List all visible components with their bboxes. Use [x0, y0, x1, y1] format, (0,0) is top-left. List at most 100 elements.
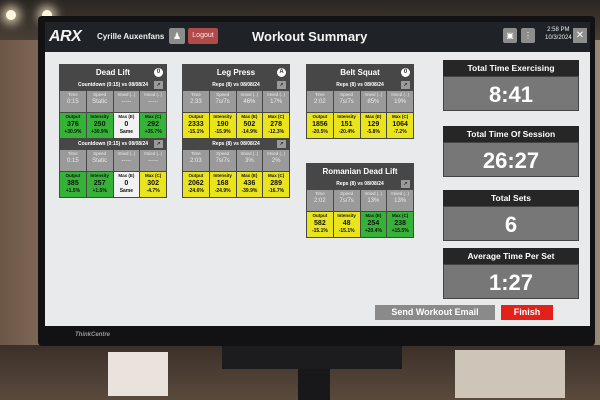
- exercise-card-dead-lift[interactable]: Dead Lift 0 Countdown (0:15) vs 08/08/24…: [59, 64, 167, 198]
- param-cell: Speed Static: [86, 91, 113, 112]
- param-label: Time: [314, 191, 325, 196]
- param-value: 7s/7s: [215, 99, 230, 105]
- camera-icon[interactable]: ▣: [503, 28, 517, 43]
- param-value: 13%: [367, 198, 380, 204]
- result-cell: Max (C) 289 -16.7%: [263, 172, 289, 197]
- app-screen: ARX Cyrille Auxenfans ♟ Logout Workout S…: [45, 22, 590, 326]
- exercise-card-leg-press[interactable]: Leg Press A Reps (8) vs 08/08/24 ↗ Time 2…: [182, 64, 290, 198]
- close-icon[interactable]: ✕: [573, 28, 587, 43]
- result-delta: -24.9%: [214, 188, 231, 194]
- wall-sign: [108, 352, 168, 396]
- param-value: 7s/7s: [339, 99, 354, 105]
- result-cell: Max (C) 238 +15.5%: [387, 212, 413, 237]
- result-value: 376: [67, 121, 79, 128]
- param-value: -----: [148, 158, 159, 164]
- exercise-card-belt-squat[interactable]: Belt Squat 0 Reps (8) vs 08/08/24 ↗ Time…: [306, 64, 414, 139]
- exercise-title-text: Romanian Dead Lift: [322, 167, 398, 176]
- param-value: 3%: [245, 158, 254, 164]
- chart-icon[interactable]: ↗: [401, 180, 410, 188]
- wall-panel: [455, 350, 565, 398]
- chart-icon[interactable]: ↗: [401, 81, 410, 89]
- result-label: Max (C): [144, 173, 162, 178]
- result-value: 238: [394, 220, 406, 227]
- send-workout-email-button[interactable]: Send Workout Email: [375, 305, 495, 320]
- result-label: Max (E): [118, 114, 135, 119]
- chart-icon[interactable]: ↗: [154, 140, 163, 148]
- finish-button[interactable]: Finish: [501, 305, 553, 320]
- result-delta: -20.5%: [311, 129, 328, 135]
- param-value: 46%: [243, 99, 256, 105]
- param-value: 2:02: [314, 99, 326, 105]
- clock-date: 10/3/2024: [545, 35, 572, 41]
- stat-value: 26:27: [443, 142, 579, 177]
- monitor-stand: [222, 345, 402, 369]
- result-cell: Output 582 -15.1%: [307, 212, 333, 237]
- result-cell: Intensity 168 -24.9%: [209, 172, 236, 197]
- param-label: Time: [314, 92, 325, 97]
- set-subtitle: Reps (8) vs 08/08/24 ↗: [307, 179, 413, 189]
- param-cell: Time 2:02: [307, 190, 333, 211]
- param-value: -----: [121, 158, 132, 164]
- chart-icon[interactable]: ↗: [154, 81, 163, 89]
- result-cell: Output 2333 -15.1%: [183, 113, 209, 138]
- result-value: 1856: [312, 121, 328, 128]
- result-cell: Intensity 250 +30.9%: [86, 113, 113, 138]
- set-subtitle: Reps (8) vs 08/08/24 ↗: [183, 80, 289, 90]
- person-icon[interactable]: ♟: [169, 28, 185, 44]
- result-value: 292: [147, 121, 159, 128]
- results-row: Output 2333 -15.1% Intensity 190 -15.9% Max …: [183, 113, 289, 138]
- clock: 2:58 PM 10/3/2024: [545, 26, 572, 42]
- result-label: Output: [312, 213, 328, 218]
- stat-total-time-exercising: Total Time Exercising 8:41: [443, 60, 579, 111]
- exercise-card-romanian-dead-lift[interactable]: Romanian Dead Lift Reps (8) vs 08/08/24 …: [306, 163, 414, 238]
- result-cell: Intensity 48 -15.1%: [333, 212, 360, 237]
- param-label: Imied (..): [240, 92, 259, 97]
- result-value: 129: [367, 121, 380, 128]
- result-delta: -15.1%: [187, 129, 204, 135]
- param-cell: Speed 7s/7s: [333, 91, 360, 112]
- param-cell: Imied (..) 46%: [236, 91, 263, 112]
- param-cell: Imied (..) 13%: [360, 190, 387, 211]
- param-cell: Imied (..) 17%: [263, 91, 289, 112]
- result-cell: Max (C) 292 +35.7%: [140, 113, 166, 138]
- stat-value: 1:27: [443, 264, 579, 299]
- result-label: Max (C): [267, 114, 285, 119]
- stat-value: 8:41: [443, 76, 579, 111]
- result-label: Output: [65, 114, 81, 119]
- result-value: 190: [216, 121, 229, 128]
- ceiling-light: [6, 10, 16, 20]
- param-cell: Imied (..) 3%: [236, 150, 263, 171]
- param-label: Imied (..): [391, 92, 409, 97]
- info-icon[interactable]: ⋮: [521, 28, 535, 43]
- result-cell: Max (C) 278 -12.3%: [263, 113, 289, 138]
- param-label: Speed: [93, 92, 107, 97]
- param-label: Imied (..): [364, 92, 383, 97]
- param-label: Time: [190, 92, 201, 97]
- exercise-title-text: Dead Lift: [95, 68, 131, 77]
- stat-total-sets: Total Sets 6: [443, 190, 579, 241]
- monitor-brand: ThinkCentre: [75, 332, 111, 338]
- params-row: Time 0:15 Speed Static Imied (..) ----- Imi…: [60, 150, 166, 171]
- param-value: 13%: [394, 198, 407, 204]
- result-cell: Max (E) 0 Same: [113, 113, 140, 138]
- result-cell: Max (C) 302 -4.7%: [140, 172, 166, 197]
- param-label: Imied (..): [267, 92, 285, 97]
- result-label: Max (E): [365, 114, 382, 119]
- result-value: 278: [270, 121, 282, 128]
- result-label: Max (E): [118, 173, 135, 178]
- params-row: Time 2:02 Speed 7s/7s Imied (..) 85% Imied …: [307, 91, 413, 112]
- chart-icon[interactable]: ↗: [277, 81, 286, 89]
- logout-button[interactable]: Logout: [188, 28, 218, 44]
- param-cell: Speed 7s/7s: [209, 91, 236, 112]
- chart-icon[interactable]: ↗: [277, 140, 286, 148]
- exercise-title: Dead Lift 0: [60, 65, 166, 80]
- result-delta: -20.4%: [338, 129, 355, 135]
- stat-label: Total Sets: [443, 190, 579, 206]
- param-label: Speed: [340, 191, 354, 196]
- result-label: Intensity: [213, 114, 232, 119]
- result-label: Intensity: [90, 114, 109, 119]
- param-value: 2:33: [190, 99, 202, 105]
- param-cell: Time 2:02: [307, 91, 333, 112]
- exercise-title-text: Belt Squat: [340, 68, 380, 77]
- param-value: 7s/7s: [215, 158, 230, 164]
